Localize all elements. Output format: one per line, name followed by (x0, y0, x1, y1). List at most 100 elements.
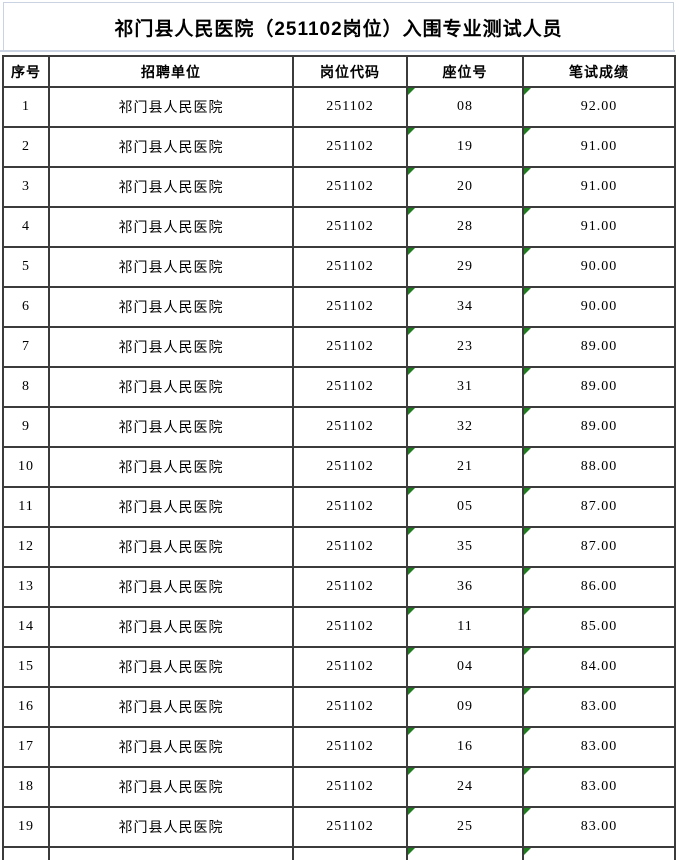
cell-code[interactable]: 251102 (292, 246, 408, 288)
header-seq[interactable]: 序号 (2, 55, 50, 88)
cell-code[interactable]: 251102 (292, 166, 408, 208)
cell-unit[interactable]: 祁门县人民医院 (48, 766, 294, 808)
cell-seq[interactable]: 16 (2, 686, 50, 728)
cell-unit[interactable]: 祁门县人民医院 (48, 366, 294, 408)
cell-score[interactable]: 85.00 (522, 606, 676, 648)
cell-seat[interactable]: 21 (406, 446, 524, 488)
cell-seat[interactable]: 23 (406, 326, 524, 368)
cell-score[interactable]: 88.00 (522, 446, 676, 488)
cell-seq[interactable]: 7 (2, 326, 50, 368)
cell-seq[interactable]: 18 (2, 766, 50, 808)
cell-seq[interactable]: 12 (2, 526, 50, 568)
cell-seat[interactable] (406, 846, 524, 860)
cell-score[interactable]: 89.00 (522, 366, 676, 408)
cell-unit[interactable]: 祁门县人民医院 (48, 126, 294, 168)
cell-code[interactable]: 251102 (292, 86, 408, 128)
cell-unit[interactable]: 祁门县人民医院 (48, 686, 294, 728)
header-seat[interactable]: 座位号 (406, 55, 524, 88)
cell-score[interactable]: 84.00 (522, 646, 676, 688)
cell-unit[interactable]: 祁门县人民医院 (48, 726, 294, 768)
cell-unit[interactable]: 祁门县人民医院 (48, 446, 294, 488)
cell-code[interactable]: 251102 (292, 326, 408, 368)
cell-unit[interactable]: 祁门县人民医院 (48, 206, 294, 248)
cell-score[interactable]: 83.00 (522, 806, 676, 848)
cell-unit[interactable]: 祁门县人民医院 (48, 246, 294, 288)
cell-code[interactable]: 251102 (292, 446, 408, 488)
cell-seat[interactable]: 25 (406, 806, 524, 848)
cell-seat[interactable]: 11 (406, 606, 524, 648)
cell-seat[interactable]: 19 (406, 126, 524, 168)
cell-seat[interactable]: 28 (406, 206, 524, 248)
cell-seq[interactable]: 10 (2, 446, 50, 488)
cell-unit[interactable] (48, 846, 294, 860)
header-score[interactable]: 笔试成绩 (522, 55, 676, 88)
cell-seq[interactable]: 13 (2, 566, 50, 608)
cell-seat[interactable]: 31 (406, 366, 524, 408)
cell-score[interactable]: 90.00 (522, 286, 676, 328)
cell-seq[interactable]: 1 (2, 86, 50, 128)
cell-unit[interactable]: 祁门县人民医院 (48, 286, 294, 328)
cell-score[interactable]: 91.00 (522, 166, 676, 208)
cell-seat[interactable]: 29 (406, 246, 524, 288)
cell-code[interactable]: 251102 (292, 606, 408, 648)
cell-seq[interactable]: 2 (2, 126, 50, 168)
cell-score[interactable]: 83.00 (522, 766, 676, 808)
cell-code[interactable]: 251102 (292, 566, 408, 608)
cell-code[interactable] (292, 846, 408, 860)
cell-code[interactable]: 251102 (292, 366, 408, 408)
cell-code[interactable]: 251102 (292, 286, 408, 328)
title-cell[interactable]: 祁门县人民医院（251102岗位）入围专业测试人员 (3, 2, 674, 51)
cell-code[interactable]: 251102 (292, 126, 408, 168)
cell-seq[interactable]: 5 (2, 246, 50, 288)
cell-score[interactable]: 83.00 (522, 726, 676, 768)
cell-code[interactable]: 251102 (292, 766, 408, 808)
cell-seq[interactable]: 11 (2, 486, 50, 528)
cell-unit[interactable]: 祁门县人民医院 (48, 326, 294, 368)
cell-code[interactable]: 251102 (292, 206, 408, 248)
cell-code[interactable]: 251102 (292, 806, 408, 848)
cell-seat[interactable]: 36 (406, 566, 524, 608)
cell-seat[interactable]: 09 (406, 686, 524, 728)
cell-seat[interactable]: 35 (406, 526, 524, 568)
cell-seat[interactable]: 08 (406, 86, 524, 128)
cell-seat[interactable]: 34 (406, 286, 524, 328)
cell-seq[interactable]: 9 (2, 406, 50, 448)
cell-seat[interactable]: 16 (406, 726, 524, 768)
cell-unit[interactable]: 祁门县人民医院 (48, 526, 294, 568)
cell-unit[interactable]: 祁门县人民医院 (48, 646, 294, 688)
cell-score[interactable]: 83.00 (522, 686, 676, 728)
cell-score[interactable]: 87.00 (522, 526, 676, 568)
cell-seq[interactable]: 15 (2, 646, 50, 688)
cell-score[interactable]: 91.00 (522, 206, 676, 248)
cell-seq[interactable]: 4 (2, 206, 50, 248)
cell-seat[interactable]: 20 (406, 166, 524, 208)
cell-seq[interactable]: 6 (2, 286, 50, 328)
cell-score[interactable]: 92.00 (522, 86, 676, 128)
cell-code[interactable]: 251102 (292, 726, 408, 768)
header-unit[interactable]: 招聘单位 (48, 55, 294, 88)
cell-score[interactable]: 86.00 (522, 566, 676, 608)
cell-unit[interactable]: 祁门县人民医院 (48, 486, 294, 528)
cell-unit[interactable]: 祁门县人民医院 (48, 166, 294, 208)
cell-seat[interactable]: 24 (406, 766, 524, 808)
cell-unit[interactable]: 祁门县人民医院 (48, 806, 294, 848)
cell-seq[interactable]: 14 (2, 606, 50, 648)
cell-seq[interactable]: 19 (2, 806, 50, 848)
cell-seq[interactable]: 3 (2, 166, 50, 208)
cell-seat[interactable]: 05 (406, 486, 524, 528)
cell-unit[interactable]: 祁门县人民医院 (48, 566, 294, 608)
cell-seat[interactable]: 32 (406, 406, 524, 448)
cell-unit[interactable]: 祁门县人民医院 (48, 86, 294, 128)
cell-score[interactable]: 87.00 (522, 486, 676, 528)
cell-seq[interactable] (2, 846, 50, 860)
cell-seq[interactable]: 17 (2, 726, 50, 768)
cell-unit[interactable]: 祁门县人民医院 (48, 606, 294, 648)
cell-code[interactable]: 251102 (292, 486, 408, 528)
cell-score[interactable] (522, 846, 676, 860)
cell-score[interactable]: 89.00 (522, 326, 676, 368)
cell-code[interactable]: 251102 (292, 526, 408, 568)
cell-seat[interactable]: 04 (406, 646, 524, 688)
header-code[interactable]: 岗位代码 (292, 55, 408, 88)
cell-code[interactable]: 251102 (292, 406, 408, 448)
cell-seq[interactable]: 8 (2, 366, 50, 408)
